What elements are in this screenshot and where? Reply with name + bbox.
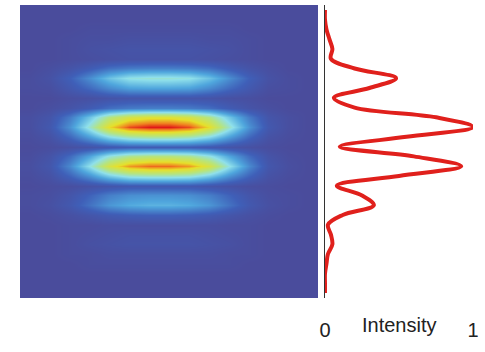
svg-text:1: 1 <box>468 319 479 341</box>
svg-text:Intensity: Intensity <box>362 314 436 336</box>
svg-text:0: 0 <box>319 319 330 341</box>
